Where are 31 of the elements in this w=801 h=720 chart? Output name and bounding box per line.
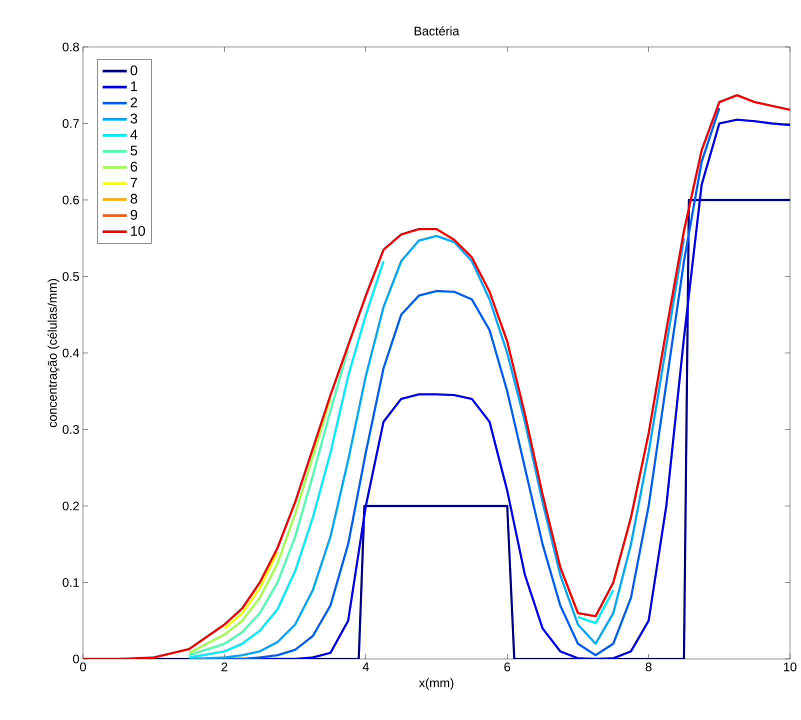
x-tick-label: 0 <box>80 662 86 672</box>
line-series <box>223 550 279 630</box>
legend-label: 1 <box>131 82 138 92</box>
legend-label: 0 <box>130 65 138 76</box>
y-tick-label: 0 <box>73 654 79 664</box>
x-tick-label: 10 <box>784 662 796 672</box>
legend-label: 2 <box>130 98 138 108</box>
x-axis-title: x(mm) <box>419 678 454 690</box>
legend-label: 3 <box>130 114 138 124</box>
line-series <box>188 348 350 656</box>
legend-label: 7 <box>130 178 138 188</box>
y-tick-label: 0.3 <box>62 425 79 434</box>
legend-label: 8 <box>130 194 138 204</box>
y-tick-label: 0.1 <box>62 578 79 587</box>
y-axis-title: concentração (células/mm) <box>48 279 60 428</box>
legend-label: 4 <box>130 130 138 140</box>
x-tick-label: 2 <box>222 662 228 672</box>
legend-label: 5 <box>130 146 138 156</box>
legend-label: 10 <box>131 226 145 236</box>
legend-label: 9 <box>130 210 138 220</box>
y-tick-label: 0.8 <box>62 42 79 52</box>
y-tick-label: 0.5 <box>62 272 79 281</box>
y-tick-label: 0.7 <box>62 119 79 128</box>
y-tick-label: 0.4 <box>62 348 80 358</box>
legend-label: 6 <box>130 162 138 172</box>
y-tick-label: 0.6 <box>62 196 79 204</box>
chart-title: Bactéria <box>414 26 460 36</box>
x-tick-label: 8 <box>646 662 652 672</box>
x-tick-label: 4 <box>362 662 369 672</box>
x-tick-label: 6 <box>504 662 510 672</box>
y-tick-label: 0.2 <box>62 502 79 510</box>
